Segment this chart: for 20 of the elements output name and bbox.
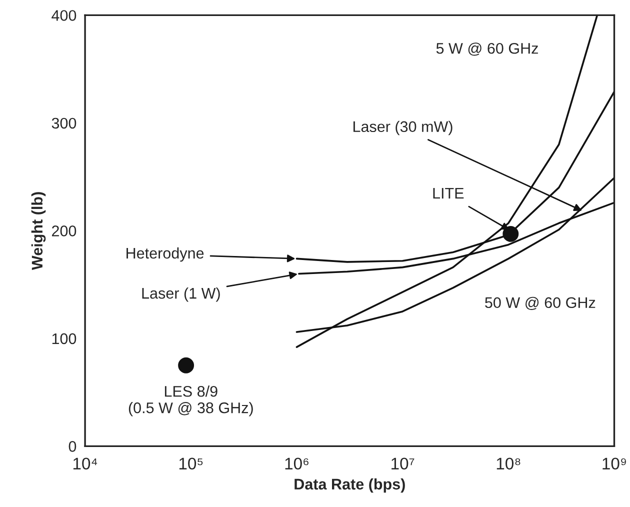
x-tick-label: 10⁵ — [179, 458, 203, 470]
annotation: 50 W @ 60 GHz — [485, 296, 596, 310]
x-tick-label: 10⁹ — [602, 458, 626, 470]
y-tick-label: 300 — [52, 118, 76, 129]
y-tick-label: 0 — [68, 441, 76, 452]
y-tick-label: 400 — [52, 10, 76, 21]
annotation: Laser (1 W) — [142, 287, 220, 302]
x-tick-label: 10⁶ — [285, 458, 308, 470]
annotation: Heterodyne — [126, 247, 204, 262]
x-tick-label: 10⁸ — [496, 458, 520, 470]
y-axis-title: Weight (lb) — [31, 192, 46, 270]
x-axis-title: Data Rate (bps) — [294, 478, 405, 493]
annotation: LES 8/9 (0.5 W @ 38 GHz) — [128, 386, 253, 416]
x-tick-label: 10⁷ — [392, 458, 414, 470]
x-tick-label: 10⁴ — [73, 458, 98, 470]
y-tick-label: 200 — [52, 226, 76, 236]
annotation: 5 W @ 60 GHz — [436, 42, 538, 56]
annotation: Laser (30 mW) — [353, 120, 452, 136]
y-tick-label: 100 — [52, 333, 76, 344]
annotation: LITE — [433, 188, 464, 199]
